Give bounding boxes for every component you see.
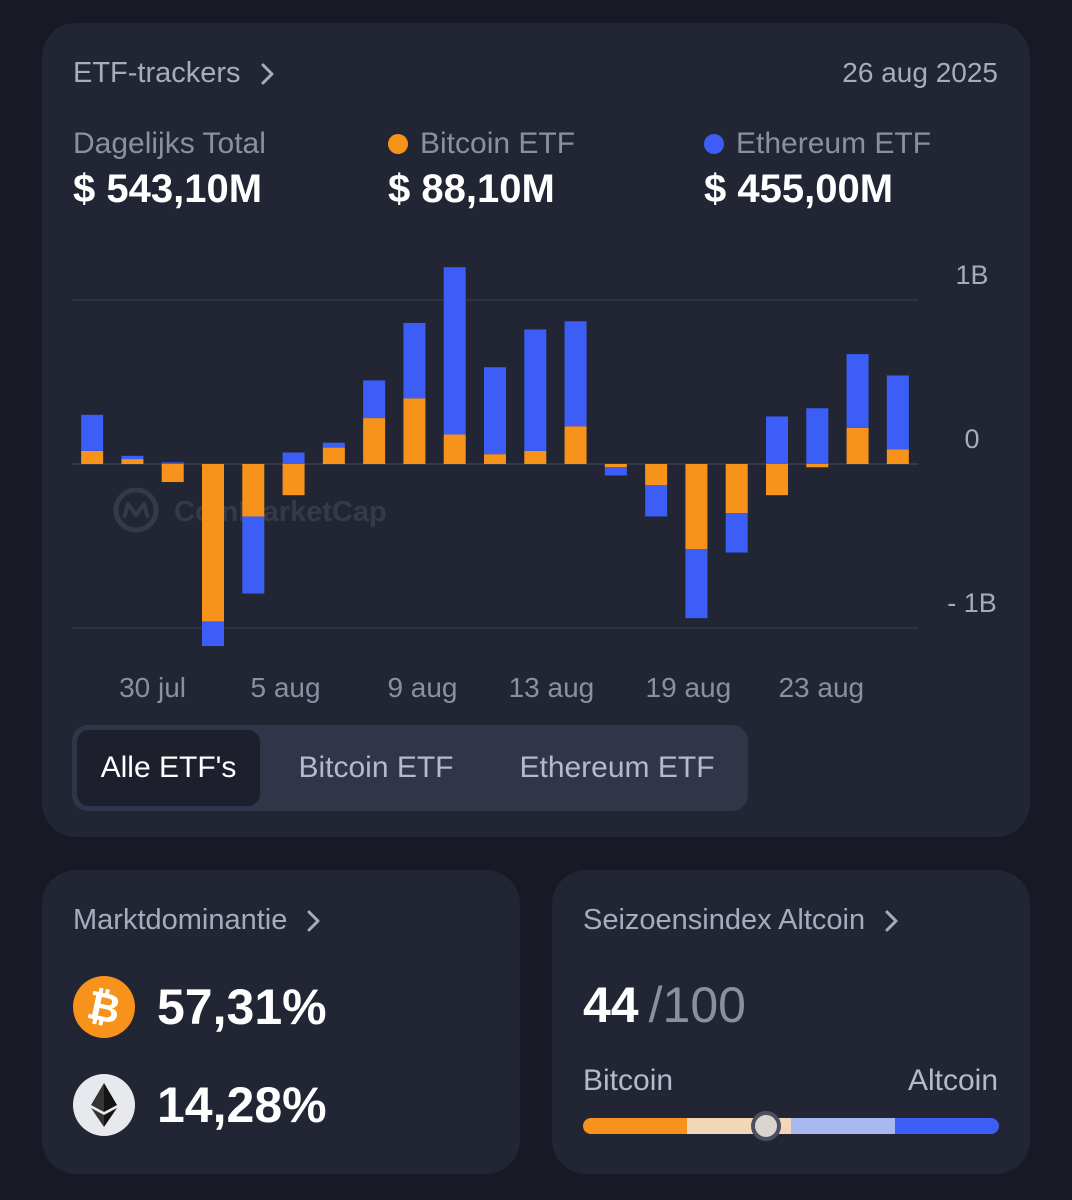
- bar-ethereum-etf: [403, 322, 426, 399]
- y-tick-label: 0: [964, 424, 979, 454]
- scale-segment: [895, 1118, 999, 1134]
- stat-label: Dagelijks Total: [73, 127, 266, 160]
- bar-ethereum-etf: [161, 462, 184, 464]
- bar-bitcoin-etf: [685, 464, 708, 550]
- etf-flow-chart: CoinMarketCap 1B0- 1B 30 jul 5 aug 9 aug 13…: [72, 260, 997, 703]
- ethereum-dot-icon: [704, 134, 724, 154]
- x-tick-label: 5 aug: [250, 672, 320, 703]
- scale-label-bitcoin: Bitcoin: [583, 1064, 674, 1097]
- altcoin-season-card: Seizoensindex Altcoin 44/100 Bitcoin Alt…: [552, 870, 1030, 1174]
- bar-ethereum-etf: [524, 329, 547, 451]
- x-tick-label: 19 aug: [646, 672, 732, 703]
- etf-filter-tabs: Alle ETF's Bitcoin ETF Ethereum ETF: [72, 725, 748, 811]
- bar-bitcoin-etf: [403, 398, 426, 464]
- bitcoin-icon: ₿: [73, 976, 135, 1038]
- etf-date: 26 aug 2025: [842, 57, 998, 88]
- bar-bitcoin-etf: [766, 464, 788, 496]
- bar-ethereum-etf: [645, 485, 668, 517]
- score-value: 44: [583, 977, 639, 1033]
- bar-bitcoin-etf: [564, 426, 587, 464]
- bar-ethereum-etf: [766, 416, 788, 464]
- tab-bitcoin-etf[interactable]: Bitcoin ETF: [298, 751, 454, 784]
- etf-trackers-card: ETF-trackers 26 aug 2025 Dagelijks Total…: [42, 23, 1030, 837]
- bar-ethereum-etf: [443, 267, 466, 435]
- bar-ethereum-etf: [202, 621, 224, 647]
- bar-bitcoin-etf: [806, 464, 829, 468]
- bar-ethereum-etf: [484, 367, 506, 455]
- tab-all-etfs[interactable]: Alle ETF's: [77, 730, 260, 806]
- bar-bitcoin-etf: [242, 464, 265, 517]
- altcoin-season-bar: [583, 1111, 999, 1141]
- scale-segment: [791, 1118, 895, 1134]
- bar-bitcoin-etf: [363, 418, 386, 464]
- bar-bitcoin-etf: [725, 464, 748, 514]
- y-tick-label: 1B: [955, 260, 988, 290]
- etf-trackers-title-link[interactable]: ETF-trackers: [73, 57, 275, 90]
- bar-bitcoin-etf: [161, 464, 184, 483]
- chevron-right-icon: [307, 910, 320, 931]
- stat-ethereum-etf: Ethereum ETF $ 455,00M: [704, 125, 931, 212]
- stat-value: $ 543,10M: [73, 167, 263, 211]
- bar-ethereum-etf: [806, 408, 829, 464]
- altcoin-season-title-link[interactable]: Seizoensindex Altcoin: [583, 904, 899, 937]
- bar-ethereum-etf: [322, 442, 345, 448]
- bitcoin-dominance-value: 57,31%: [157, 979, 327, 1035]
- bar-bitcoin-etf: [524, 450, 547, 464]
- bar-ethereum-etf: [725, 513, 748, 553]
- ethereum-icon: [73, 1074, 135, 1136]
- stat-label: Bitcoin ETF: [420, 127, 576, 160]
- x-tick-label: 9 aug: [387, 672, 457, 703]
- bar-bitcoin-etf: [322, 447, 345, 464]
- bar-ethereum-etf: [886, 375, 909, 450]
- bar-bitcoin-etf: [484, 454, 506, 464]
- market-dominance-card: Marktdominantie ₿ 57,31% 14,28%: [42, 870, 520, 1174]
- bar-ethereum-etf: [846, 354, 869, 428]
- bar-bitcoin-etf: [443, 434, 466, 464]
- dominance-row-bitcoin: ₿ 57,31%: [73, 976, 327, 1038]
- dominance-row-ethereum: 14,28%: [73, 1074, 327, 1136]
- bar-ethereum-etf: [604, 467, 627, 476]
- bar-bitcoin-etf: [202, 464, 224, 622]
- tab-ethereum-etf[interactable]: Ethereum ETF: [519, 751, 715, 784]
- bar-bitcoin-etf: [886, 449, 909, 464]
- market-dominance-title: Marktdominantie: [73, 904, 288, 936]
- score-max: /100: [648, 977, 746, 1033]
- stat-bitcoin-etf: Bitcoin ETF $ 88,10M: [388, 125, 575, 212]
- bar-ethereum-etf: [121, 455, 144, 460]
- x-tick-label: 23 aug: [778, 672, 864, 703]
- stat-daily-total: Dagelijks Total $ 543,10M: [73, 125, 266, 212]
- altcoin-season-score: 44/100: [583, 976, 746, 1034]
- bar-bitcoin-etf: [121, 459, 144, 464]
- bar-ethereum-etf: [363, 380, 386, 419]
- altcoin-season-title: Seizoensindex Altcoin: [583, 904, 866, 936]
- bar-bitcoin-etf: [604, 464, 627, 468]
- y-tick-label: - 1B: [947, 588, 997, 618]
- bitcoin-dot-icon: [388, 134, 408, 154]
- stat-value: $ 88,10M: [388, 167, 555, 211]
- bar-ethereum-etf: [564, 321, 587, 427]
- svg-text:₿: ₿: [83, 982, 124, 1034]
- bar-ethereum-etf: [81, 414, 104, 451]
- scale-segment: [583, 1118, 687, 1134]
- scale-indicator-knob: [751, 1111, 782, 1141]
- bar-bitcoin-etf: [81, 450, 104, 464]
- stat-value: $ 455,00M: [704, 167, 894, 211]
- bar-ethereum-etf: [242, 516, 265, 594]
- bar-bitcoin-etf: [645, 464, 668, 486]
- x-tick-label: 13 aug: [509, 672, 595, 703]
- chevron-right-icon: [261, 63, 274, 84]
- chevron-right-icon: [885, 910, 898, 931]
- market-dominance-title-link[interactable]: Marktdominantie: [73, 904, 321, 937]
- scale-label-altcoin: Altcoin: [907, 1064, 998, 1097]
- bar-bitcoin-etf: [282, 464, 305, 496]
- bar-bitcoin-etf: [846, 427, 869, 464]
- etf-trackers-title: ETF-trackers: [73, 57, 241, 89]
- x-tick-label: 30 jul: [119, 672, 186, 703]
- bar-ethereum-etf: [685, 549, 708, 619]
- bar-ethereum-etf: [282, 452, 305, 464]
- stat-label: Ethereum ETF: [736, 127, 932, 160]
- ethereum-dominance-value: 14,28%: [157, 1077, 327, 1133]
